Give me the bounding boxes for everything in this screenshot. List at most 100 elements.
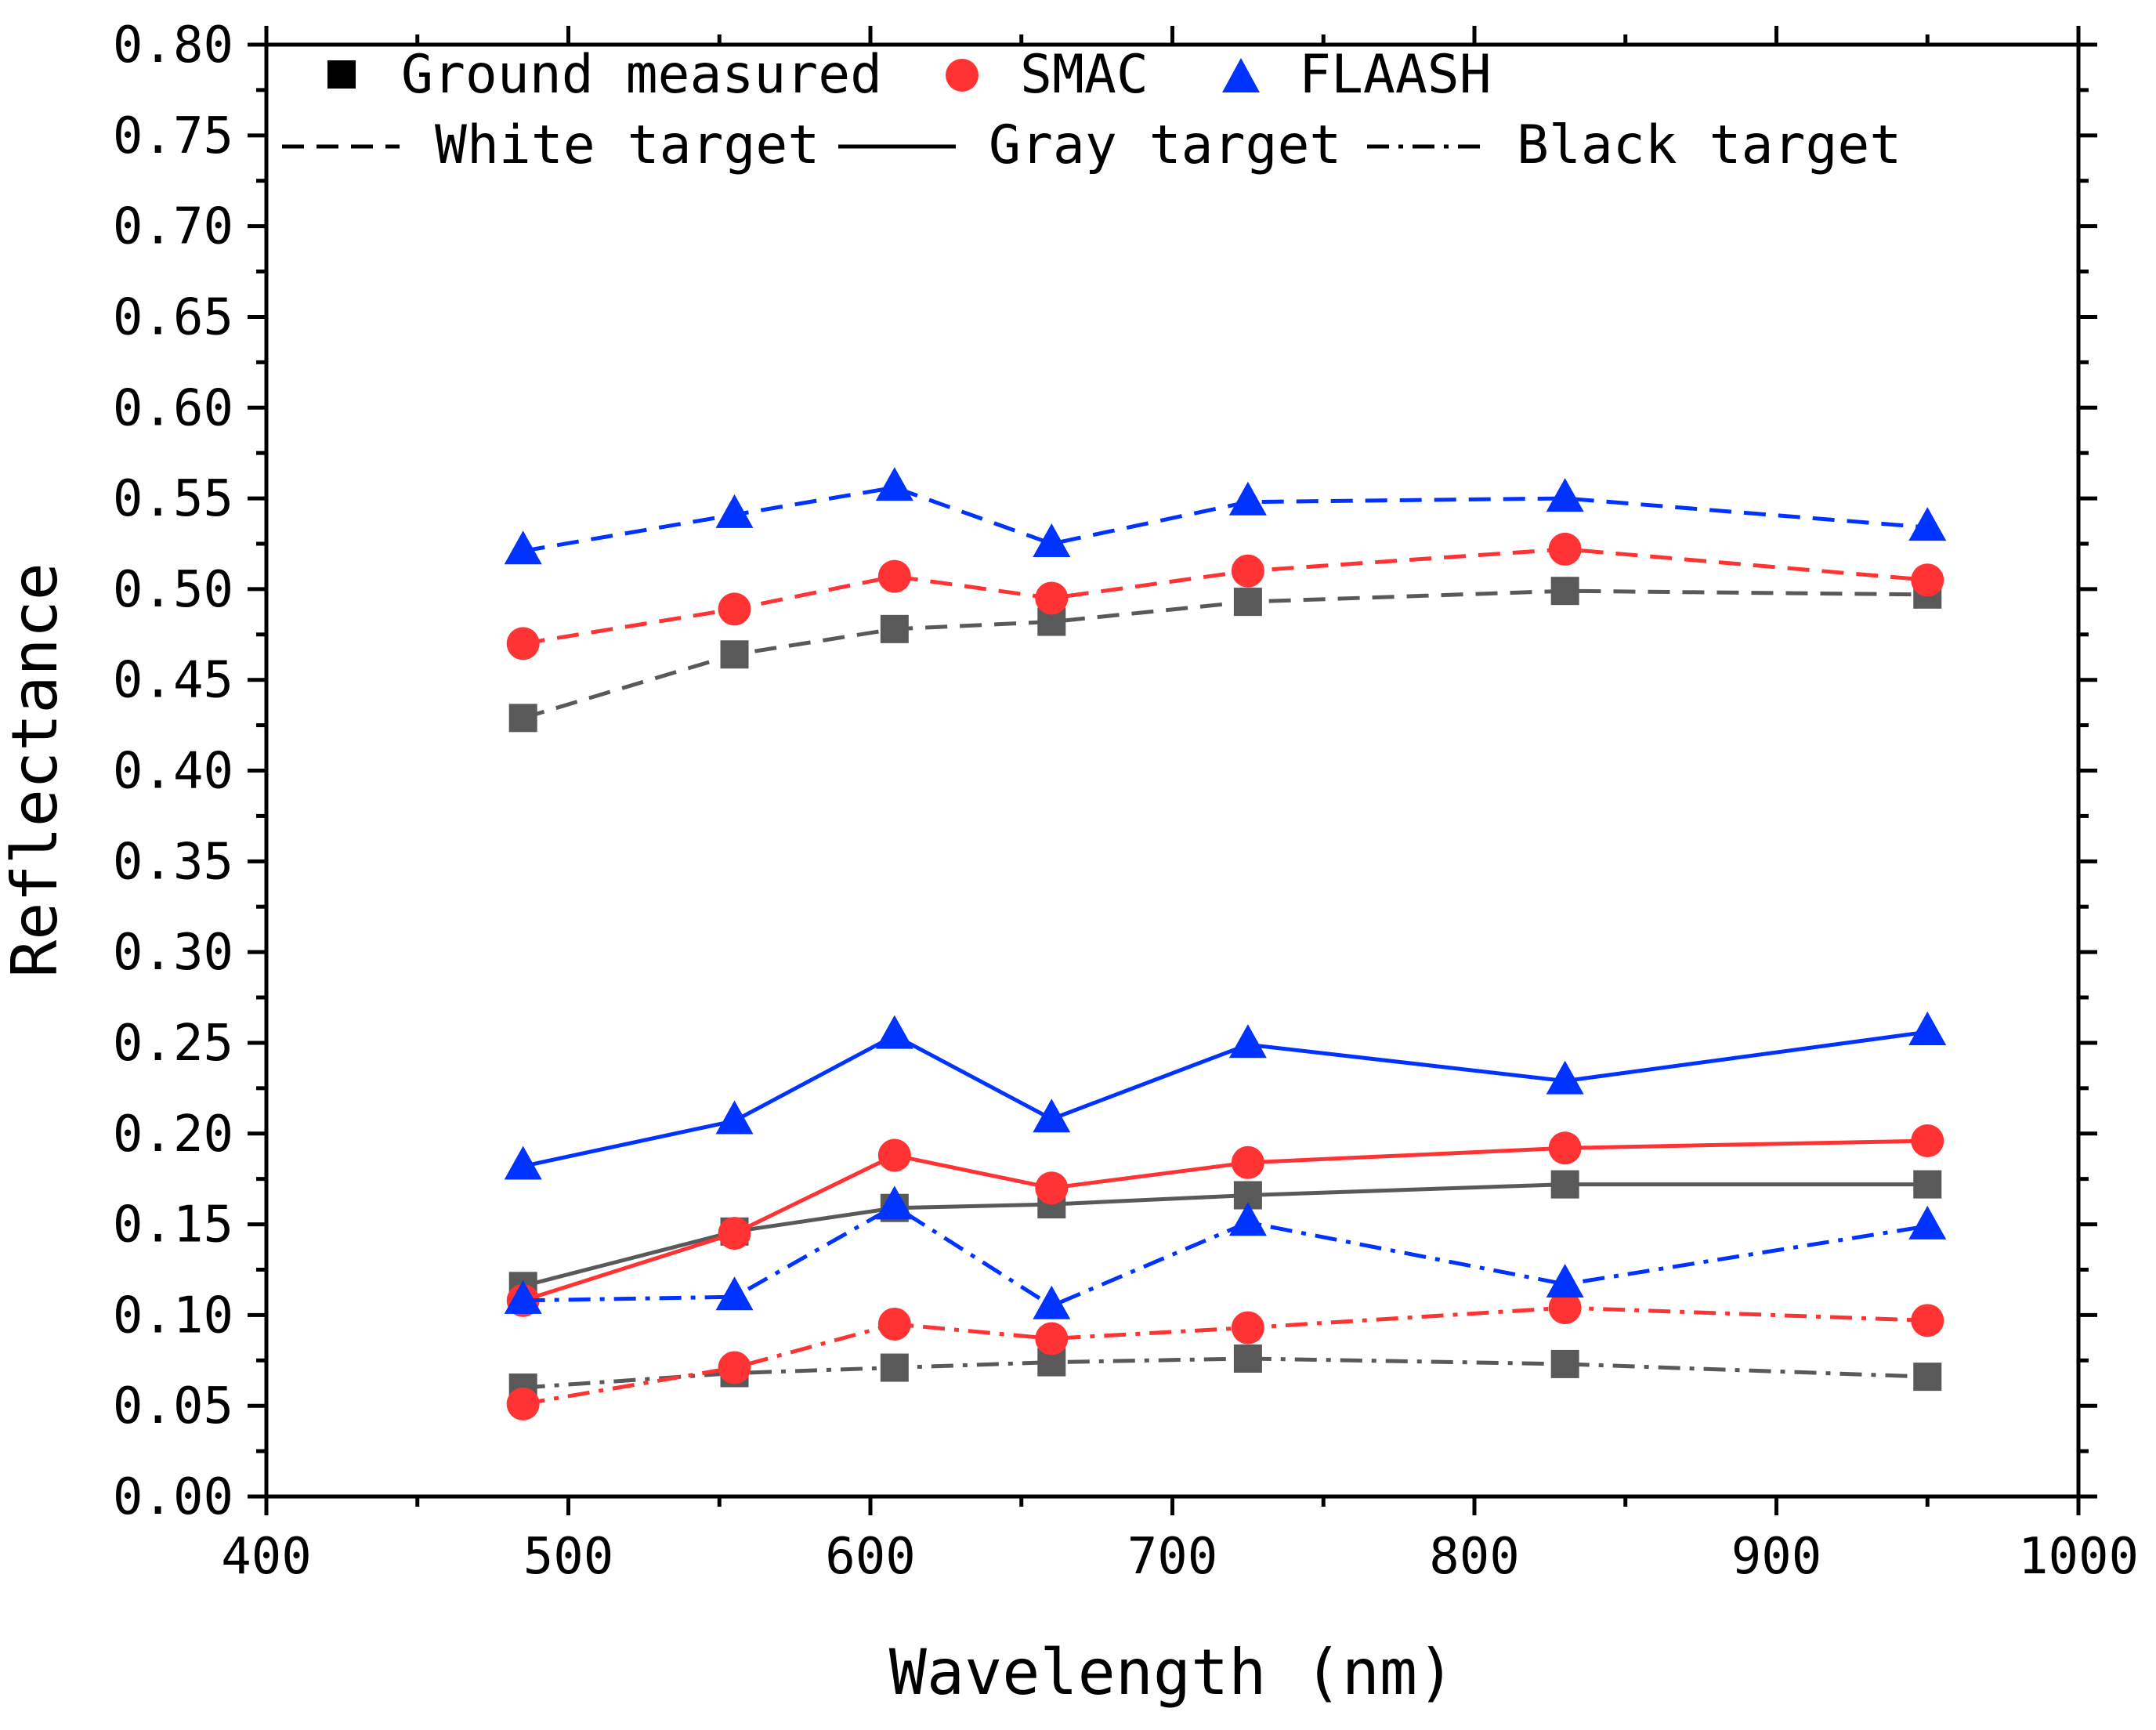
x-tick-label: 800 bbox=[1429, 1528, 1520, 1586]
data-point-triangle bbox=[1908, 1205, 1947, 1240]
data-point-circle bbox=[877, 1138, 911, 1172]
data-point-triangle bbox=[875, 1015, 913, 1049]
x-tick-label: 400 bbox=[221, 1528, 312, 1586]
y-tick-label: 0.00 bbox=[113, 1468, 233, 1526]
data-point-triangle bbox=[504, 1145, 542, 1180]
y-tick-label: 0.05 bbox=[113, 1377, 233, 1435]
data-point-circle bbox=[718, 1351, 751, 1384]
legend-gray-target-label: Gray target bbox=[989, 114, 1341, 176]
y-tick-label: 0.75 bbox=[113, 107, 233, 165]
legend-ground-measured-label: Ground measured bbox=[401, 44, 882, 106]
data-point-triangle bbox=[1228, 481, 1267, 516]
y-axis-title: Reflectance bbox=[0, 563, 71, 978]
x-tick-label: 900 bbox=[1731, 1528, 1822, 1586]
y-tick-label: 0.30 bbox=[113, 924, 233, 982]
series-smac-white-target bbox=[506, 532, 1944, 661]
data-point-circle bbox=[1035, 1171, 1069, 1205]
data-point-circle bbox=[1548, 1131, 1582, 1165]
data-point-triangle bbox=[715, 494, 754, 528]
y-tick-label: 0.10 bbox=[113, 1287, 233, 1345]
legend: Ground measured SMAC FLAASH White target… bbox=[282, 44, 1901, 176]
data-point-circle bbox=[1548, 1291, 1582, 1325]
data-point-square bbox=[1913, 1170, 1942, 1199]
y-tick-label: 0.20 bbox=[113, 1106, 233, 1164]
data-point-square bbox=[1233, 588, 1262, 617]
x-tick-label: 700 bbox=[1127, 1528, 1218, 1586]
y-tick-label: 0.50 bbox=[113, 561, 233, 619]
data-point-circle bbox=[1231, 554, 1264, 588]
data-point-triangle bbox=[1228, 1202, 1267, 1236]
legend-ground-measured-marker bbox=[327, 60, 356, 89]
data-point-triangle bbox=[1033, 1285, 1071, 1319]
data-point-triangle bbox=[715, 1276, 754, 1311]
x-tick-label: 500 bbox=[523, 1528, 614, 1586]
data-point-circle bbox=[718, 592, 751, 626]
series-smac-gray-target bbox=[506, 1124, 1944, 1317]
y-tick-label: 0.45 bbox=[113, 652, 233, 710]
data-point-circle bbox=[506, 1387, 540, 1421]
data-point-circle bbox=[1548, 532, 1582, 566]
data-point-triangle bbox=[715, 1100, 754, 1135]
data-point-circle bbox=[1231, 1311, 1264, 1345]
x-tick-label: 600 bbox=[825, 1528, 916, 1586]
data-point-triangle bbox=[875, 1185, 913, 1220]
legend-flaash-marker bbox=[1222, 58, 1260, 92]
data-point-triangle bbox=[504, 1279, 542, 1314]
data-point-circle bbox=[877, 559, 911, 593]
x-tick-label: 1000 bbox=[2018, 1528, 2139, 1586]
y-tick-label: 0.70 bbox=[113, 198, 233, 256]
data-point-square bbox=[880, 614, 909, 643]
legend-smac-marker bbox=[946, 59, 979, 92]
data-point-circle bbox=[1035, 581, 1069, 615]
y-tick-label: 0.80 bbox=[113, 16, 233, 74]
data-point-circle bbox=[1231, 1145, 1264, 1179]
series-ground-measured-white-target bbox=[508, 577, 1942, 733]
data-point-square bbox=[1913, 1363, 1942, 1392]
y-tick-label: 0.60 bbox=[113, 379, 233, 437]
plot-frame bbox=[264, 42, 2081, 1499]
data-point-square bbox=[1233, 1344, 1262, 1373]
y-tick-label: 0.40 bbox=[113, 743, 233, 801]
series-flaash-white-target bbox=[504, 467, 1947, 565]
y-tick-label: 0.55 bbox=[113, 470, 233, 528]
data-point-triangle bbox=[1033, 1098, 1071, 1133]
data-point-square bbox=[1550, 1349, 1579, 1378]
y-tick-label: 0.25 bbox=[113, 1015, 233, 1073]
data-point-circle bbox=[1035, 1322, 1069, 1355]
data-point-square bbox=[1550, 577, 1579, 606]
series-smac-black-target bbox=[506, 1291, 1944, 1421]
data-point-triangle bbox=[1546, 1263, 1584, 1298]
data-point-triangle bbox=[875, 467, 913, 501]
y-tick-label: 0.65 bbox=[113, 288, 233, 346]
x-axis-title: Wavelength (nm) bbox=[889, 1636, 1455, 1709]
legend-white-target-label: White target bbox=[435, 114, 819, 176]
data-point-triangle bbox=[1033, 523, 1071, 557]
legend-flaash-label: FLAASH bbox=[1299, 44, 1492, 106]
legend-smac-label: SMAC bbox=[1020, 44, 1149, 106]
data-point-square bbox=[720, 640, 749, 669]
ticks-layer: 400 500 600 700 800 900 1000 0.00 0.05 0.10 0.15 0.… bbox=[113, 16, 2139, 1586]
data-point-triangle bbox=[504, 530, 542, 565]
data-point-circle bbox=[877, 1307, 911, 1341]
legend-black-target-label: Black target bbox=[1517, 114, 1901, 176]
data-point-square bbox=[508, 704, 537, 733]
data-point-square bbox=[1550, 1170, 1579, 1199]
data-point-triangle bbox=[1546, 1060, 1584, 1095]
data-point-square bbox=[880, 1353, 909, 1382]
data-point-triangle bbox=[1908, 1012, 1947, 1046]
series-flaash-gray-target bbox=[504, 1012, 1947, 1180]
data-point-circle bbox=[718, 1217, 751, 1250]
data-point-triangle bbox=[1228, 1024, 1267, 1059]
series-flaash-black-target bbox=[504, 1185, 1947, 1319]
data-point-triangle bbox=[1546, 478, 1584, 512]
data-point-circle bbox=[506, 627, 540, 661]
y-tick-label: 0.35 bbox=[113, 833, 233, 891]
data-point-triangle bbox=[1908, 507, 1947, 541]
y-tick-label: 0.15 bbox=[113, 1196, 233, 1254]
series-layer bbox=[504, 467, 1947, 1421]
data-point-circle bbox=[1911, 1124, 1944, 1158]
data-point-circle bbox=[1911, 563, 1944, 597]
data-point-circle bbox=[1911, 1304, 1944, 1337]
